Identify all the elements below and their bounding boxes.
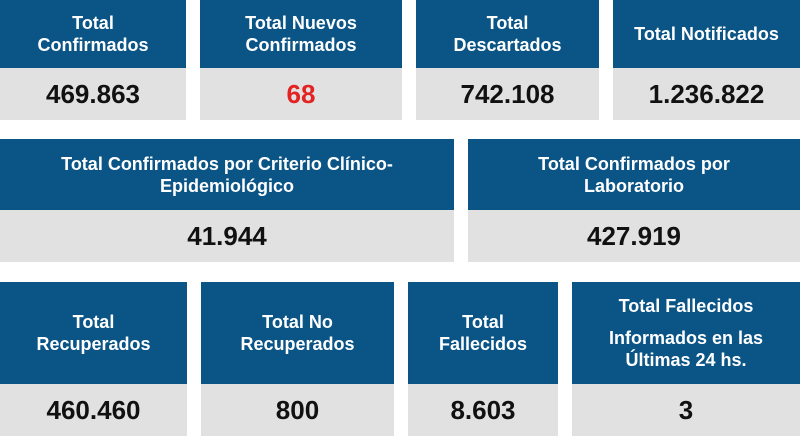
card-total-nuevos-confirmados: Total Nuevos Confirmados 68 [200,0,402,120]
card-confirmados-laboratorio: Total Confirmados por Laboratorio 427.91… [468,139,800,262]
card-title-line: Total [486,13,529,33]
card-header: Total No Recuperados [201,282,394,384]
card-header: Total Descartados [416,0,599,68]
card-value: 1.236.822 [613,68,800,120]
card-title-line: Total Confirmados por [538,153,730,174]
card-value: 3 [572,384,800,436]
card-title-line: Recuperados [240,334,355,354]
card-title-line: Recuperados [36,334,151,354]
card-title-line: Total [72,312,115,332]
card-title-line: Total Fallecidos [618,296,754,316]
card-total-confirmados: Total Confirmados 469.863 [0,0,186,120]
card-value: 68 [200,68,402,120]
card-title-line: Epidemiológico [159,175,294,196]
card-header: Total Confirmados [0,0,186,68]
card-title-line: Últimas 24 hs. [625,350,747,370]
card-title-line: Total [72,13,114,33]
card-header: Total Fallecidos [408,282,558,384]
card-title-line: Descartados [453,35,562,55]
card-value: 41.944 [0,210,454,262]
card-header: Total Confirmados por Laboratorio [468,139,800,210]
card-value: 427.919 [468,210,800,262]
card-title-line: Total No [262,312,333,332]
card-title-line: Total [462,312,504,332]
card-title-line: Laboratorio [583,175,684,196]
card-title-line: Confirmados [37,35,149,55]
card-header: Total Fallecidos Informados en las Últim… [572,282,800,384]
card-value: 742.108 [416,68,599,120]
card-title-line: Confirmados [245,35,357,55]
card-title-line: Total Nuevos [245,13,357,33]
card-total-fallecidos: Total Fallecidos 8.603 [408,282,558,436]
card-title-line: Total Notificados [634,24,779,44]
card-header: Total Confirmados por Criterio Clínico- … [0,139,454,210]
card-header: Total Nuevos Confirmados [200,0,402,68]
card-title-line: Total Confirmados por Criterio Clínico- [61,153,393,174]
card-value: 460.460 [0,384,187,436]
card-total-descartados: Total Descartados 742.108 [416,0,599,120]
card-total-recuperados: Total Recuperados 460.460 [0,282,187,436]
card-title-line: Informados en las [608,328,764,348]
card-total-notificados: Total Notificados 1.236.822 [613,0,800,120]
card-total-no-recuperados: Total No Recuperados 800 [201,282,394,436]
card-header: Total Notificados [613,0,800,68]
card-confirmados-clinico-epidemiologico: Total Confirmados por Criterio Clínico- … [0,139,454,262]
card-value: 8.603 [408,384,558,436]
card-value: 469.863 [0,68,186,120]
card-fallecidos-ultimas-24hs: Total Fallecidos Informados en las Últim… [572,282,800,436]
card-title-line: Fallecidos [438,334,528,354]
card-header: Total Recuperados [0,282,187,384]
card-value: 800 [201,384,394,436]
